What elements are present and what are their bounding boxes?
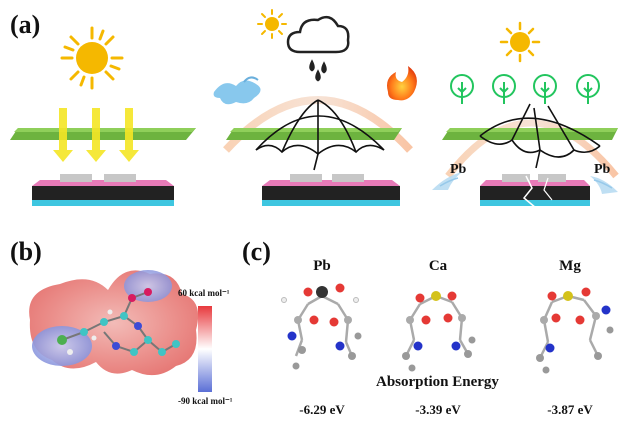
esp-scale-max-label: 60 kcal mol⁻¹ (178, 288, 230, 298)
rain-cloud-icon (286, 15, 350, 82)
energy-value-pb: -6.29 eV (299, 402, 345, 417)
water-splash-icon (213, 76, 261, 105)
molecule-ca (402, 291, 476, 372)
solar-device-1 (32, 174, 174, 206)
energy-value-ca: -3.39 eV (415, 402, 461, 417)
molecule-mg (536, 287, 614, 374)
broken-umbrella-icon (479, 103, 601, 169)
element-label-pb: Pb (313, 258, 331, 274)
panel-label-a: (a) (10, 10, 41, 39)
element-label-mg: Mg (559, 258, 581, 274)
fire-icon (387, 66, 417, 101)
small-sun-icon (257, 9, 287, 39)
esp-scale-min-label: -90 kcal mol⁻¹ (178, 396, 233, 406)
sun-icon (60, 26, 124, 90)
energy-value-mg: -3.87 eV (547, 402, 593, 417)
umbrella-icon (255, 99, 385, 171)
pb-leak-label-left: Pb (450, 162, 467, 177)
scene-weather (213, 9, 417, 206)
molecule-pb (281, 283, 362, 370)
cracked-solar-device (480, 174, 590, 209)
tree-icons (450, 74, 600, 104)
wind-left-icon (432, 172, 462, 190)
esp-map (29, 270, 212, 392)
wind-right-icon (590, 176, 618, 194)
panel-label-c: (c) (242, 237, 271, 266)
pb-leak-label-right: Pb (594, 162, 611, 177)
sun-icon-3 (499, 21, 541, 63)
scene-sunlight (10, 26, 196, 206)
atoms (57, 288, 180, 356)
absorption-energy-title: Absorption Energy (376, 374, 499, 390)
light-arrows (53, 108, 139, 162)
element-label-ca: Ca (428, 258, 448, 274)
solar-device-2 (262, 174, 400, 206)
panel-label-b: (b) (10, 237, 42, 266)
scene-pb-leak (432, 21, 619, 209)
esp-color-scale (198, 306, 212, 392)
